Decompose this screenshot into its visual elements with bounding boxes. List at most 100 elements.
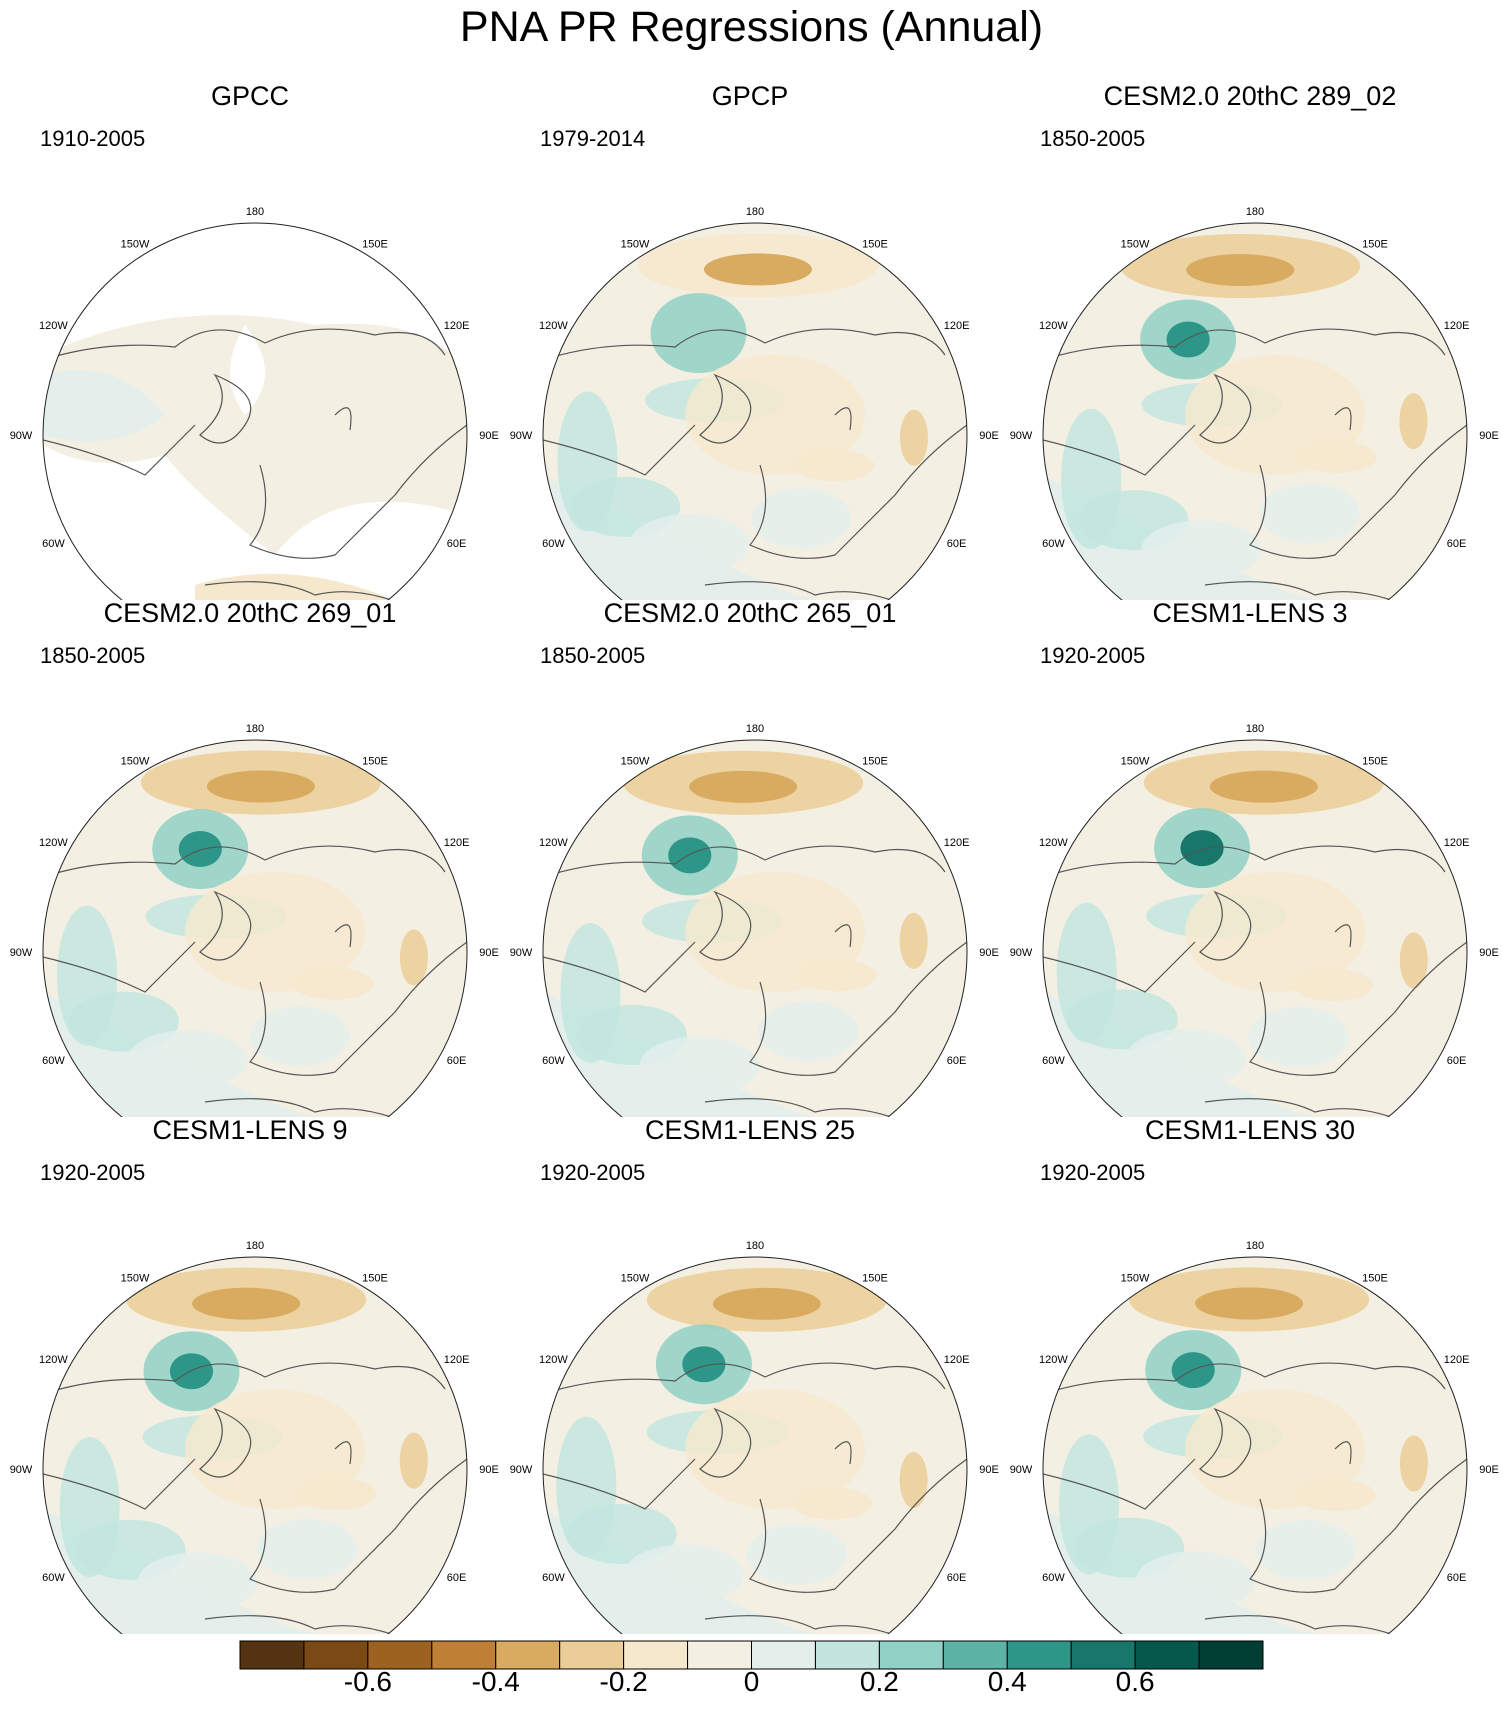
field-contour: [1125, 1028, 1246, 1089]
field-contour: [566, 1504, 677, 1565]
field-contour: [178, 831, 222, 868]
longitude-label: 60W: [542, 1572, 565, 1584]
longitude-label: 150W: [121, 1272, 150, 1284]
coastlines: [1043, 1362, 1467, 1634]
map-boundary: [42, 1256, 468, 1634]
longitude-label: 90E: [1479, 1464, 1499, 1476]
field-contour: [682, 1346, 726, 1383]
longitude-label: 60W: [542, 538, 565, 550]
map-panel: CESM2.0 20thC 289_02 1850-2005 180 150E 120E…: [1000, 80, 1500, 600]
longitude-label: 120W: [539, 837, 568, 849]
field-contour: [1209, 770, 1318, 803]
longitude-label: 90W: [10, 1464, 33, 1476]
panel-period: 1850-2005: [40, 643, 146, 668]
polar-map: 180150E120E90E60E30E030W60W90W120W150W: [10, 723, 499, 1117]
longitude-label: 90W: [510, 430, 533, 442]
map-boundary: [1042, 739, 1468, 1117]
field-contour: [1180, 830, 1224, 867]
longitude-label: 90W: [10, 947, 33, 959]
field-contour: [185, 1389, 365, 1509]
longitude-label: 120W: [1039, 320, 1068, 332]
field-contour: [1141, 520, 1262, 581]
field-contour: [623, 1544, 744, 1605]
longitude-label: 120E: [1444, 837, 1470, 849]
longitude-label: 120W: [539, 320, 568, 332]
longitude-label: 150E: [862, 238, 888, 250]
longitude-label: 150E: [362, 1272, 388, 1284]
map-panel: GPCC1910-2005180150E120E90E60E30E030W60W…: [0, 80, 500, 600]
field-contour: [1185, 1389, 1365, 1509]
longitude-label: 60E: [447, 1572, 467, 1584]
field-contour: [685, 355, 865, 475]
field-contour: [1186, 254, 1295, 287]
field-contour: [899, 912, 928, 969]
polar-map: 180150E120E90E60E30E030W60W90W120W150W: [10, 206, 499, 600]
panel-period: 1979-2014: [540, 126, 646, 151]
longitude-label: 90W: [1010, 947, 1033, 959]
longitude-label: 60E: [447, 538, 467, 550]
longitude-label: 60E: [1447, 1572, 1467, 1584]
field-contour: [685, 1389, 865, 1509]
field-contour: [668, 837, 712, 874]
field-contour: [399, 929, 428, 986]
polar-map: 180150E120E90E60E30E030W60W90W120W150W: [510, 1240, 999, 1634]
field-contour: [746, 1524, 847, 1585]
longitude-label: 60W: [542, 1055, 565, 1067]
field-contour: [206, 770, 315, 803]
longitude-label: 90E: [979, 1464, 999, 1476]
polar-map: 180150E120E90E60E30E030W60W90W120W150W: [1010, 206, 1499, 600]
longitude-label: 150W: [121, 238, 150, 250]
panel-period: 1850-2005: [1040, 126, 1146, 151]
longitude-label: 180: [746, 723, 764, 735]
colorbar-tick-label: 0.4: [987, 1666, 1027, 1697]
field-contour: [751, 488, 852, 549]
longitude-label: 180: [1246, 1240, 1264, 1252]
field-contour: [192, 1287, 301, 1320]
map-boundary: [542, 1256, 968, 1634]
longitude-label: 150E: [1362, 238, 1388, 250]
longitude-label: 120E: [444, 837, 470, 849]
longitude-label: 150W: [621, 238, 650, 250]
land-field: [195, 573, 405, 600]
field-contour: [249, 1006, 350, 1067]
longitude-label: 120E: [1444, 1354, 1470, 1366]
longitude-label: 60W: [1042, 538, 1065, 550]
longitude-label: 60E: [947, 1055, 967, 1067]
colorbar-swatch: [1198, 1640, 1264, 1670]
longitude-label: 120E: [944, 320, 970, 332]
longitude-label: 60E: [1447, 1055, 1467, 1067]
field-contour: [629, 514, 750, 575]
map-panel: CESM1-LENS 301920-2005180150E120E90E60E3…: [1000, 1114, 1500, 1634]
field-contour: [758, 1001, 859, 1062]
field-contour: [1195, 1287, 1304, 1320]
colorbar-tick-label: 0.6: [1115, 1666, 1155, 1697]
longitude-label: 150E: [1362, 755, 1388, 767]
field-contour: [689, 770, 798, 803]
longitude-label: 150W: [121, 755, 150, 767]
longitude-label: 180: [746, 206, 764, 218]
longitude-label: 150W: [1121, 1272, 1150, 1284]
longitude-label: 150W: [621, 755, 650, 767]
longitude-label: 60W: [1042, 1572, 1065, 1584]
map-boundary: [1042, 1256, 1468, 1634]
field-contour: [185, 872, 365, 992]
map-panel: CESM1-LENS 31920-2005180150E120E90E60E30…: [1000, 597, 1500, 1117]
field-contour: [1067, 989, 1178, 1050]
longitude-label: 120E: [944, 837, 970, 849]
panel-period: 1920-2005: [1040, 643, 1146, 668]
longitude-label: 150W: [621, 1272, 650, 1284]
longitude-label: 90W: [510, 1464, 533, 1476]
field-contour: [1255, 1519, 1356, 1580]
field-contour: [1185, 355, 1365, 475]
map-panel: CESM2.0 20thC 265_01 1850-2005 180 150E 120E…: [500, 597, 1000, 1117]
panel-title: GPCC: [210, 81, 289, 111]
longitude-label: 90E: [479, 430, 499, 442]
panel-period: 1920-2005: [1040, 1160, 1146, 1185]
panel-title: CESM2.0 20thC 289_02: [1103, 81, 1397, 111]
longitude-label: 60E: [447, 1055, 467, 1067]
longitude-label: 90E: [479, 1464, 499, 1476]
polar-map: 180150E120E90E60E30E030W60W90W120W150W: [1010, 723, 1499, 1117]
longitude-label: 90E: [479, 947, 499, 959]
field-contour: [899, 1452, 928, 1509]
longitude-label: 90W: [1010, 1464, 1033, 1476]
